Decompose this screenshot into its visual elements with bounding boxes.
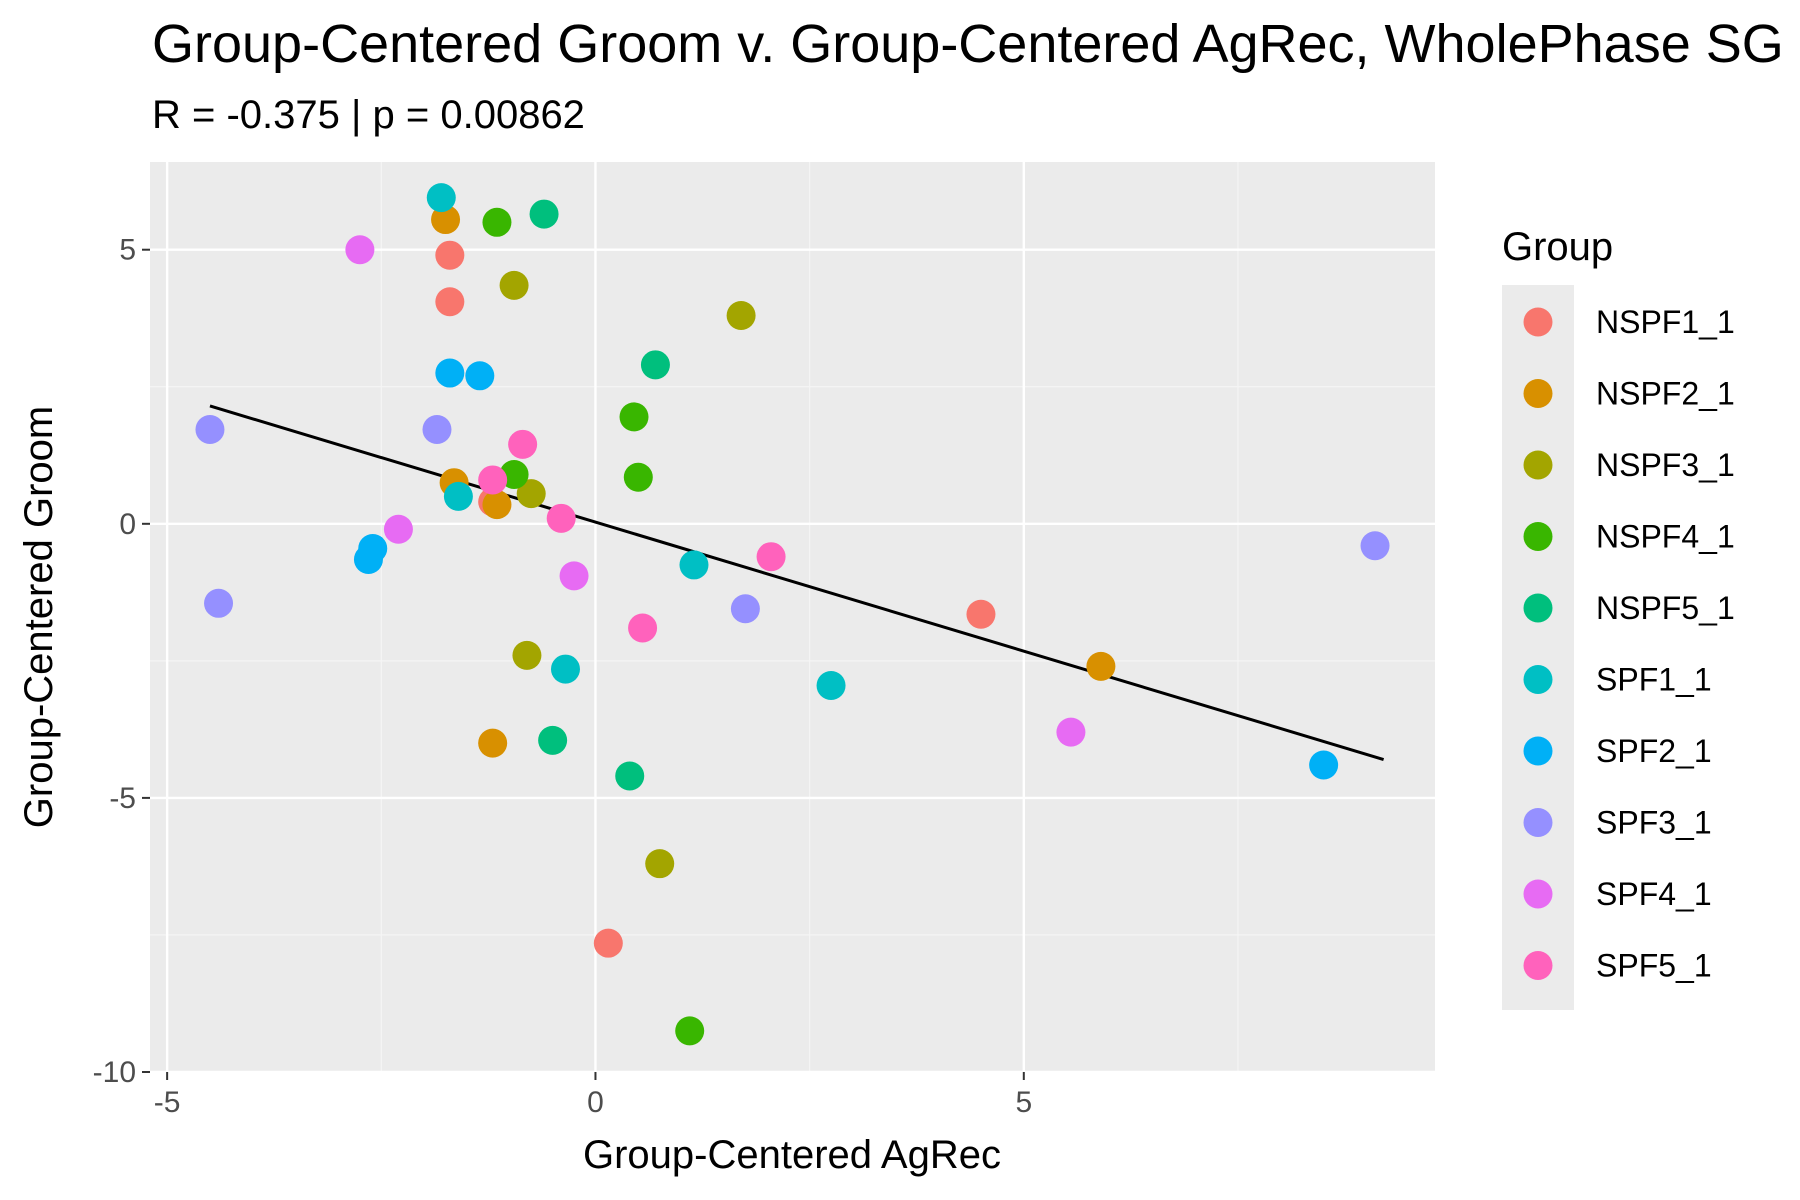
data-point — [816, 671, 846, 701]
data-point — [559, 561, 589, 591]
data-point — [1309, 750, 1339, 780]
x-axis-ticks: -5 0 5 — [154, 1072, 1032, 1119]
legend-key — [1523, 808, 1553, 837]
x-tick-label: -5 — [154, 1086, 181, 1119]
data-point — [195, 415, 225, 445]
data-point — [431, 205, 461, 235]
chart-subtitle: R = -0.375 | p = 0.00862 — [152, 93, 585, 137]
data-point — [619, 402, 649, 432]
minor-gridlines — [150, 162, 1435, 1072]
y-tick-label: 0 — [119, 508, 136, 541]
data-point — [345, 235, 375, 265]
data-point — [1360, 531, 1390, 561]
legend-key — [1523, 379, 1553, 408]
data-point — [675, 1016, 705, 1046]
y-axis-ticks: -10 -5 0 5 — [93, 234, 150, 1089]
data-point — [640, 350, 670, 380]
data-point — [516, 479, 546, 509]
legend-label: NSPF5_1 — [1596, 590, 1735, 626]
legend-key — [1523, 951, 1553, 980]
data-point — [478, 465, 508, 495]
data-point — [512, 640, 542, 670]
legend-label: NSPF4_1 — [1596, 519, 1735, 555]
legend-key — [1523, 665, 1553, 694]
data-point — [593, 928, 623, 958]
legend-label: NSPF3_1 — [1596, 447, 1735, 483]
data-point — [465, 361, 495, 391]
data-points — [195, 183, 1390, 1046]
y-tick-label: -5 — [109, 782, 136, 815]
data-point — [435, 240, 465, 270]
y-axis-title: Group-Centered Groom — [17, 406, 61, 828]
legend-key — [1523, 736, 1553, 766]
data-point — [435, 358, 465, 388]
trend-line-group — [209, 404, 1385, 761]
legend-label: NSPF1_1 — [1596, 304, 1735, 340]
legend-label: SPF2_1 — [1596, 733, 1712, 769]
data-point — [482, 490, 512, 520]
legend-title: Group — [1502, 225, 1613, 269]
legend-key — [1523, 593, 1553, 623]
data-point — [756, 542, 786, 572]
data-point — [546, 503, 576, 533]
data-point — [730, 594, 760, 624]
legend-key — [1523, 879, 1553, 909]
data-point — [679, 550, 709, 580]
data-point — [482, 207, 512, 237]
plot-panel — [150, 162, 1435, 1072]
y-tick-label: 5 — [119, 234, 136, 267]
data-point — [645, 849, 675, 879]
data-point — [443, 481, 473, 511]
data-point — [1056, 717, 1086, 747]
legend-label: SPF5_1 — [1596, 948, 1712, 984]
data-point — [353, 544, 383, 574]
data-point — [508, 429, 538, 459]
x-axis-title: Group-Centered AgRec — [583, 1133, 1001, 1177]
data-point — [726, 300, 756, 330]
data-point — [478, 728, 508, 758]
legend-label: SPF3_1 — [1596, 805, 1712, 841]
data-point — [623, 462, 653, 492]
legend-key — [1523, 307, 1553, 337]
legend: NSPF1_1 NSPF2_1 NSPF3_1 NSPF4_1 NSPF5_1 SPF1_… — [1523, 304, 1735, 984]
legend-label: NSPF2_1 — [1596, 376, 1735, 412]
data-point — [966, 599, 996, 629]
data-point — [615, 761, 645, 791]
data-point — [529, 199, 559, 229]
data-point — [383, 514, 413, 544]
y-tick-label: -10 — [93, 1056, 136, 1089]
data-point — [426, 183, 456, 213]
legend-label: SPF1_1 — [1596, 662, 1712, 698]
x-tick-label: 5 — [1015, 1086, 1032, 1119]
legend-key — [1523, 450, 1553, 480]
data-point — [1086, 651, 1116, 681]
data-point — [422, 415, 452, 445]
x-tick-label: 0 — [587, 1086, 604, 1119]
data-point — [550, 654, 580, 684]
legend-label: SPF4_1 — [1596, 876, 1712, 912]
trend-line — [209, 404, 1385, 761]
data-point — [499, 270, 529, 300]
legend-key — [1523, 522, 1553, 551]
data-point — [435, 287, 465, 317]
data-point — [204, 588, 234, 618]
chart-title: Group-Centered Groom v. Group-Centered A… — [152, 14, 1784, 74]
major-gridlines — [150, 162, 1435, 1074]
data-point — [538, 725, 568, 755]
data-point — [628, 613, 658, 643]
